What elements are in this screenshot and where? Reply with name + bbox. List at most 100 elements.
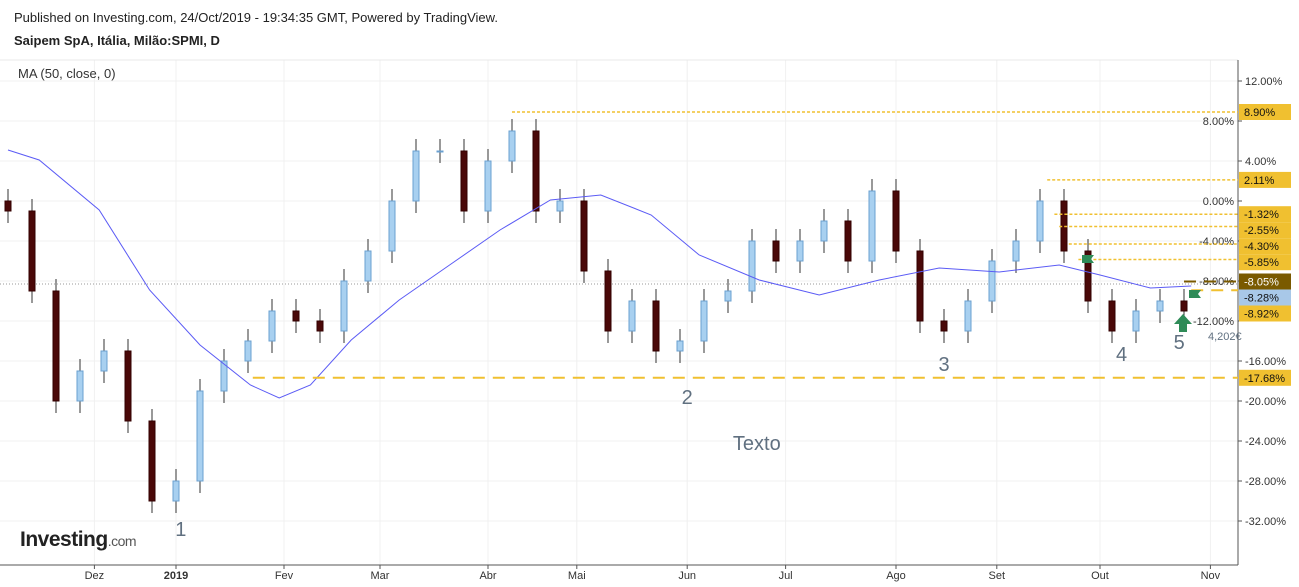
candle-body bbox=[220, 360, 228, 392]
published-note: Published on Investing.com, 24/Oct/2019 … bbox=[14, 10, 498, 25]
candle-body bbox=[292, 310, 300, 322]
y-tick-label: 0.00% bbox=[1203, 196, 1234, 208]
level-badge bbox=[1239, 369, 1291, 386]
level-label: -5.85% bbox=[1244, 257, 1279, 269]
level-label: -2.55% bbox=[1244, 225, 1279, 237]
y-tick-label: -8.00% bbox=[1199, 276, 1234, 288]
level-label: 8.90% bbox=[1244, 107, 1275, 119]
candle-body bbox=[772, 240, 780, 262]
candle-body bbox=[124, 350, 132, 422]
candle-body bbox=[76, 370, 84, 402]
level-label: -8.92% bbox=[1244, 309, 1279, 321]
y-tick-label: 12.00% bbox=[1245, 76, 1283, 88]
candle-body bbox=[676, 340, 684, 352]
candle-body bbox=[340, 280, 348, 332]
candle-body bbox=[148, 420, 156, 502]
x-tick-label: Ago bbox=[886, 570, 906, 582]
candle-body bbox=[964, 300, 972, 332]
x-tick-label: Set bbox=[989, 570, 1006, 582]
candle-body bbox=[508, 130, 516, 162]
x-tick-label: 2019 bbox=[164, 570, 188, 582]
candle-body bbox=[652, 300, 660, 352]
candle-body bbox=[1108, 300, 1116, 332]
flag-icon bbox=[1082, 255, 1094, 263]
candle-body bbox=[436, 150, 444, 153]
candle-body bbox=[1156, 300, 1164, 312]
level-badge bbox=[1239, 305, 1291, 322]
candle-body bbox=[532, 130, 540, 212]
level-label: -8.05% bbox=[1244, 277, 1279, 289]
chart-annotation: 2 bbox=[682, 387, 693, 409]
x-tick-label: Dez bbox=[85, 570, 105, 582]
candle-body bbox=[172, 480, 180, 502]
candle-body bbox=[1012, 240, 1020, 262]
x-tick-label: Nov bbox=[1201, 570, 1221, 582]
level-badge bbox=[1239, 222, 1291, 239]
candle-body bbox=[364, 250, 372, 282]
chart-annotation: 5 bbox=[1174, 332, 1185, 354]
x-tick-label: Fev bbox=[275, 570, 294, 582]
level-badge bbox=[1239, 104, 1291, 120]
candle-body bbox=[628, 300, 636, 332]
candle-body bbox=[100, 350, 108, 372]
level-badge bbox=[1239, 289, 1291, 306]
candle-body bbox=[916, 250, 924, 322]
x-tick-label: Out bbox=[1091, 570, 1109, 582]
candle-body bbox=[28, 210, 36, 292]
candle-body bbox=[844, 220, 852, 262]
up-arrow-icon bbox=[1174, 314, 1192, 332]
ma50-line bbox=[7, 149, 1192, 399]
x-tick-label: Abr bbox=[479, 570, 496, 582]
chart-annotation: 3 bbox=[938, 354, 949, 376]
candle-body bbox=[580, 200, 588, 272]
candle-body bbox=[940, 320, 948, 332]
candle-body bbox=[892, 190, 900, 252]
ma-indicator-label[interactable]: MA (50, close, 0) bbox=[18, 66, 116, 81]
level-badge bbox=[1239, 171, 1291, 188]
candle-body bbox=[4, 200, 12, 212]
investing-logo: Investing.com bbox=[20, 528, 137, 551]
chart-annotation: 4,202€ bbox=[1208, 331, 1242, 343]
candle-body bbox=[52, 290, 60, 402]
candle-body bbox=[748, 240, 756, 292]
candle-body bbox=[412, 150, 420, 202]
chart-annotation: Texto bbox=[733, 433, 781, 455]
level-label: -8.28% bbox=[1244, 293, 1279, 305]
x-tick-label: Jul bbox=[779, 570, 793, 582]
y-tick-label: -12.00% bbox=[1193, 316, 1234, 328]
y-tick-label: -28.00% bbox=[1245, 476, 1286, 488]
chart-annotation: 1 bbox=[175, 519, 186, 541]
candle-body bbox=[316, 320, 324, 332]
x-tick-label: Mar bbox=[371, 570, 390, 582]
x-tick-label: Mai bbox=[568, 570, 586, 582]
level-badge bbox=[1239, 254, 1291, 271]
level-label: -1.32% bbox=[1244, 209, 1279, 221]
candle-body bbox=[868, 190, 876, 262]
candle-body bbox=[244, 340, 252, 362]
chart-title: Saipem SpA, Itália, Milão:SPMI, D bbox=[14, 33, 220, 48]
level-label: 2.11% bbox=[1244, 175, 1275, 187]
y-tick-label: 4.00% bbox=[1245, 156, 1276, 168]
flag-icon bbox=[1189, 290, 1201, 298]
level-badge bbox=[1239, 273, 1291, 290]
y-tick-label: -20.00% bbox=[1245, 396, 1286, 408]
candle-body bbox=[700, 300, 708, 342]
candle-body bbox=[556, 200, 564, 212]
candle-body bbox=[1036, 200, 1044, 242]
level-label: -17.68% bbox=[1244, 373, 1285, 385]
candle-body bbox=[196, 390, 204, 482]
candle-body bbox=[1180, 300, 1188, 312]
candle-body bbox=[460, 150, 468, 212]
chart-annotation: 4 bbox=[1116, 344, 1127, 366]
y-tick-label: 8.00% bbox=[1203, 116, 1234, 128]
candle-body bbox=[724, 290, 732, 302]
candle-body bbox=[1132, 310, 1140, 332]
level-label: -4.30% bbox=[1244, 241, 1279, 253]
level-badge bbox=[1239, 206, 1291, 223]
candle-body bbox=[484, 160, 492, 212]
candle-body bbox=[1084, 250, 1092, 302]
candle-body bbox=[988, 260, 996, 302]
candle-body bbox=[268, 310, 276, 342]
